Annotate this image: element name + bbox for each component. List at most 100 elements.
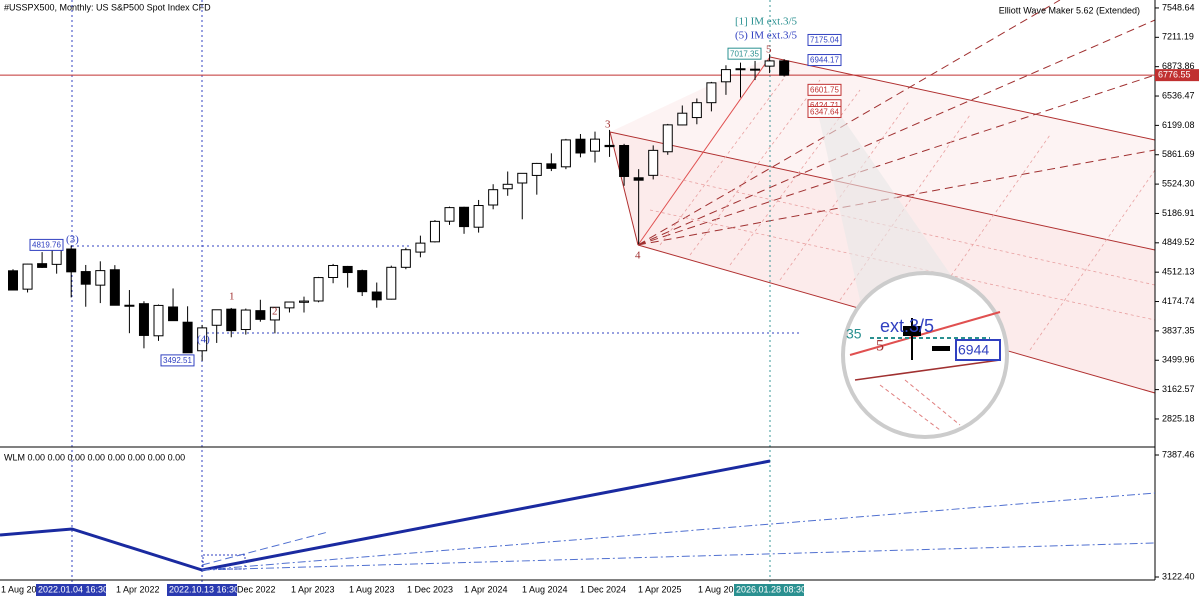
- price-label: 6944.17: [810, 56, 839, 65]
- candle-body: [8, 270, 18, 291]
- y-tick-label: 6199.08: [1162, 120, 1195, 130]
- candle-body: [299, 300, 309, 303]
- price-label: 6347.64: [810, 108, 839, 117]
- candle-body: [735, 68, 746, 71]
- candle-body: [662, 124, 673, 153]
- candle-body: [95, 270, 106, 286]
- price-label-box: [807, 54, 842, 67]
- y-tick-label: 7211.19: [1162, 32, 1194, 42]
- x-tick-label: 2022.10.13 16:30: [169, 584, 239, 594]
- candle-body: [211, 309, 222, 326]
- y-tick-label: 7548.64: [1162, 2, 1195, 12]
- price-label: 6424.71: [810, 101, 839, 110]
- candle-body: [284, 301, 295, 309]
- candle-body: [619, 144, 630, 177]
- candle-body: [691, 102, 702, 119]
- wave-label: (3): [66, 234, 79, 246]
- candle-body: [779, 60, 790, 76]
- x-tick-label: 1 Apr 2025: [638, 584, 682, 594]
- candle-body: [531, 162, 542, 176]
- candle-body: [488, 189, 499, 206]
- candle-body: [357, 270, 368, 293]
- wave-label: (4): [197, 334, 210, 346]
- indicator-name: Elliott Wave Maker 5.62 (Extended): [999, 5, 1140, 15]
- magnifier-text: 6944: [958, 342, 989, 358]
- candle-body: [459, 206, 470, 228]
- candle-body: [328, 264, 339, 278]
- price-label: 4819.76: [32, 241, 61, 250]
- price-label: 6601.75: [810, 85, 839, 94]
- magnifier: ext.3/5 5 35 6944: [815, 100, 1009, 439]
- chart-title: #USSPX500, Monthly: US S&P500 Spot Index…: [4, 2, 211, 12]
- price-label-box: [160, 354, 195, 367]
- candle-body: [444, 207, 455, 222]
- fib-grid: [649, 69, 1156, 351]
- candle-body: [546, 163, 557, 169]
- price-label: 3492.51: [163, 356, 192, 365]
- candle-body: [37, 263, 48, 268]
- wave-label: 4: [635, 250, 641, 262]
- annotation: (5) IM ext.3/5: [735, 30, 798, 42]
- y-tick-label: 3837.35: [1162, 325, 1195, 335]
- price-label-box: [29, 238, 64, 251]
- candle-body: [764, 60, 775, 67]
- candle-body: [502, 183, 513, 190]
- y-tick-label: 4512.13: [1162, 267, 1195, 277]
- candle-body: [604, 144, 615, 148]
- candle-body: [168, 306, 179, 322]
- candle-body: [720, 69, 731, 83]
- current-price-label: 6776.55: [1158, 70, 1191, 80]
- candle-body: [124, 304, 135, 307]
- candle-body: [109, 269, 120, 306]
- candle-body: [255, 310, 266, 320]
- candle-body: [342, 265, 353, 274]
- price-label: 7017.35: [730, 49, 759, 58]
- candle-body: [400, 249, 411, 268]
- candle-body: [80, 271, 91, 285]
- x-tick-label: 1 Dec 2024: [580, 584, 626, 594]
- candle-body: [415, 242, 426, 253]
- candle-body: [575, 138, 586, 154]
- wave-label: 2: [272, 306, 278, 318]
- x-tick-label: Dec 2022: [237, 584, 276, 594]
- x-tick-label: 1 Aug 202: [698, 584, 739, 594]
- x-tick-label: 2026.01.28 08:30: [736, 584, 806, 594]
- magnifier-text: 5: [876, 338, 884, 355]
- candle-body: [706, 82, 717, 104]
- candle-body: [386, 266, 397, 300]
- candle-body: [153, 304, 164, 337]
- y-tick-label: 3122.40: [1162, 571, 1195, 581]
- price-label-box: [807, 105, 842, 118]
- candle-body: [66, 248, 77, 273]
- x-tick-label: 1 Apr 2024: [464, 584, 508, 594]
- x-label-box: [167, 584, 237, 596]
- candle-body: [750, 68, 761, 71]
- price-label-box: [807, 83, 842, 96]
- x-tick-label: 1 Dec 2023: [407, 584, 453, 594]
- candle-body: [22, 263, 33, 290]
- price-label-box: [807, 33, 842, 46]
- candle-body: [240, 309, 251, 331]
- wave-label: 1: [229, 291, 235, 303]
- y-tick-label: 4849.52: [1162, 237, 1195, 247]
- magnifier-text: ext.3/5: [880, 316, 934, 336]
- price-label-box: [727, 47, 762, 60]
- price-label: 7175.04: [810, 36, 839, 45]
- candle-body: [182, 321, 193, 354]
- y-tick-label: 4174.74: [1162, 296, 1195, 306]
- y-tick-label: 6536.47: [1162, 90, 1195, 100]
- y-tick-label: 7387.46: [1162, 449, 1195, 459]
- x-tick-label: 2022.01.04 16:30: [38, 584, 108, 594]
- x-label-box: [36, 584, 106, 596]
- candle-body: [648, 149, 659, 176]
- annotation: [1] IM ext.3/5: [735, 16, 798, 28]
- x-tick-label: 1 Aug 2024: [522, 584, 568, 594]
- candle-body: [138, 303, 149, 336]
- candle-body: [517, 172, 528, 184]
- candle-body: [313, 277, 324, 302]
- candle-body: [560, 139, 571, 168]
- candle-body: [226, 308, 237, 332]
- magnifier-text: 35: [846, 326, 862, 342]
- y-tick-label: 5861.69: [1162, 149, 1195, 159]
